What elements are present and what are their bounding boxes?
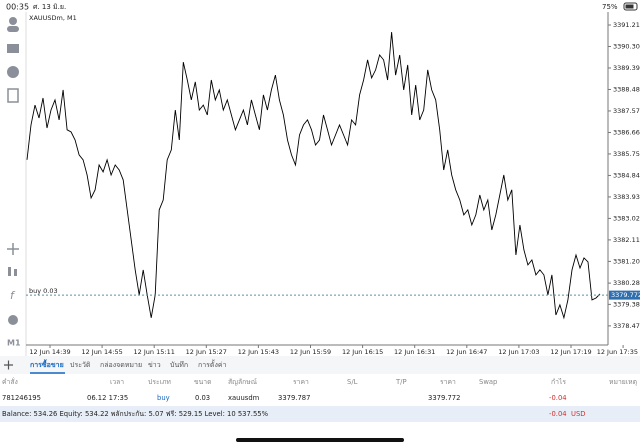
- y-tick-label: 3385.750: [613, 150, 640, 158]
- x-tick-label: 12 Jun 15:59: [290, 348, 331, 356]
- cell[interactable]: 0.03: [195, 394, 210, 402]
- chart-symbol: XAUUSDm, M1: [29, 14, 77, 22]
- battery-icon: [623, 2, 638, 11]
- x-tick-label: 12 Jun 16:15: [342, 348, 383, 356]
- y-tick-label: 3390.300: [613, 42, 640, 50]
- tab[interactable]: กล่องจดหมาย: [100, 361, 142, 369]
- y-tick-label: 3381.200: [613, 257, 640, 265]
- x-tick-label: 12 Jun 14:55: [81, 348, 122, 356]
- status-time: 00:35: [6, 3, 29, 12]
- cell[interactable]: 3379.787: [278, 394, 310, 402]
- y-tick-label: 3386.660: [613, 128, 640, 136]
- column-header: กำไร: [551, 378, 566, 386]
- order-label: buy 0.03: [29, 287, 58, 295]
- battery-level: [625, 4, 634, 9]
- column-header: Swap: [479, 378, 497, 386]
- y-tick-label: 3378.470: [613, 322, 640, 330]
- cell[interactable]: buy: [157, 394, 170, 402]
- y-tick-label: 3388.480: [613, 85, 640, 93]
- tab[interactable]: การตั้งค่า: [198, 358, 227, 369]
- x-tick-label: 12 Jun 17:19: [550, 348, 591, 356]
- balance-profit: -0.04: [549, 410, 567, 418]
- tab[interactable]: ข่าว: [148, 361, 161, 369]
- balance-currency: USD: [571, 410, 586, 418]
- column-header: ขนาด: [194, 378, 212, 386]
- column-header: S/L: [347, 378, 358, 386]
- tab-bar: [0, 356, 640, 374]
- status-date: ศ. 13 มิ.ย.: [33, 3, 66, 11]
- y-tick-label: 3382.110: [613, 236, 640, 244]
- new-order-icon[interactable]: [7, 88, 19, 103]
- column-header: หมายเหตุ: [609, 378, 637, 386]
- cell[interactable]: 781246195: [2, 394, 41, 402]
- x-tick-label: 12 Jun 14:39: [29, 348, 70, 356]
- y-tick-label: 3384.840: [613, 171, 640, 179]
- cell[interactable]: 06.12 17:35: [87, 394, 128, 402]
- bid-label: 3379.772: [611, 291, 640, 299]
- tab[interactable]: บันทึก: [170, 360, 188, 369]
- y-tick-label: 3383.020: [613, 214, 640, 222]
- column-header: สัญลักษณ์: [228, 378, 258, 386]
- x-tick-label: 12 Jun 16:47: [446, 348, 487, 356]
- balance-text: Balance: 534.26 Equity: 534.22 พลักประกั…: [2, 410, 269, 418]
- column-header: คำสั่ง: [2, 377, 18, 386]
- cell[interactable]: 3379.772: [428, 394, 460, 402]
- indicator-button[interactable]: f: [10, 289, 16, 302]
- y-tick-label: 3389.390: [613, 64, 640, 72]
- x-tick-label: 12 Jun 16:31: [394, 348, 435, 356]
- period-button[interactable]: M1: [7, 339, 21, 348]
- column-header: ประเภท: [148, 378, 171, 386]
- bid-label-bg: [609, 290, 640, 300]
- x-tick-label: 12 Jun 15:43: [238, 348, 279, 356]
- balance-bar: [0, 406, 640, 422]
- column-header: ราคา: [293, 378, 309, 386]
- y-tick-label: 3383.930: [613, 193, 640, 201]
- toolbar: f M1: [7, 17, 21, 348]
- crosshair-icon[interactable]: [7, 243, 19, 255]
- chat-icon[interactable]: [7, 66, 19, 78]
- x-tick-label: 12 Jun 15:27: [186, 348, 227, 356]
- y-tick-label: 3391.210: [613, 21, 640, 29]
- tab[interactable]: การซื้อขาย: [30, 358, 64, 369]
- table-header-bg: [0, 374, 640, 390]
- account-icon-body: [7, 26, 19, 32]
- y-tick-label: 3379.380: [613, 300, 640, 308]
- x-tick-label: 12 Jun 17:35: [597, 348, 638, 356]
- column-header: ราคา: [440, 378, 456, 386]
- x-tick-label: 12 Jun 15:11: [134, 348, 175, 356]
- y-tick-label: 3380.280: [613, 279, 640, 287]
- column-header: T/P: [395, 378, 407, 386]
- status-battery: 75%: [602, 3, 618, 11]
- cell[interactable]: -0.04: [549, 394, 567, 402]
- add-button[interactable]: [4, 360, 13, 370]
- home-indicator: [236, 438, 404, 442]
- x-tick-label: 12 Jun 17:03: [498, 348, 539, 356]
- tab[interactable]: ประวัติ: [70, 361, 91, 369]
- y-tick-label: 3387.570: [613, 107, 640, 115]
- column-header: เวลา: [110, 378, 124, 386]
- account-icon[interactable]: [9, 17, 17, 25]
- price-line: [26, 32, 601, 320]
- chart-type-icon-2: [14, 269, 17, 276]
- chart-type-icon[interactable]: [8, 267, 11, 276]
- objects-icon[interactable]: [8, 315, 18, 325]
- cell[interactable]: xauusdm: [228, 394, 260, 402]
- trade-icon[interactable]: [7, 44, 19, 53]
